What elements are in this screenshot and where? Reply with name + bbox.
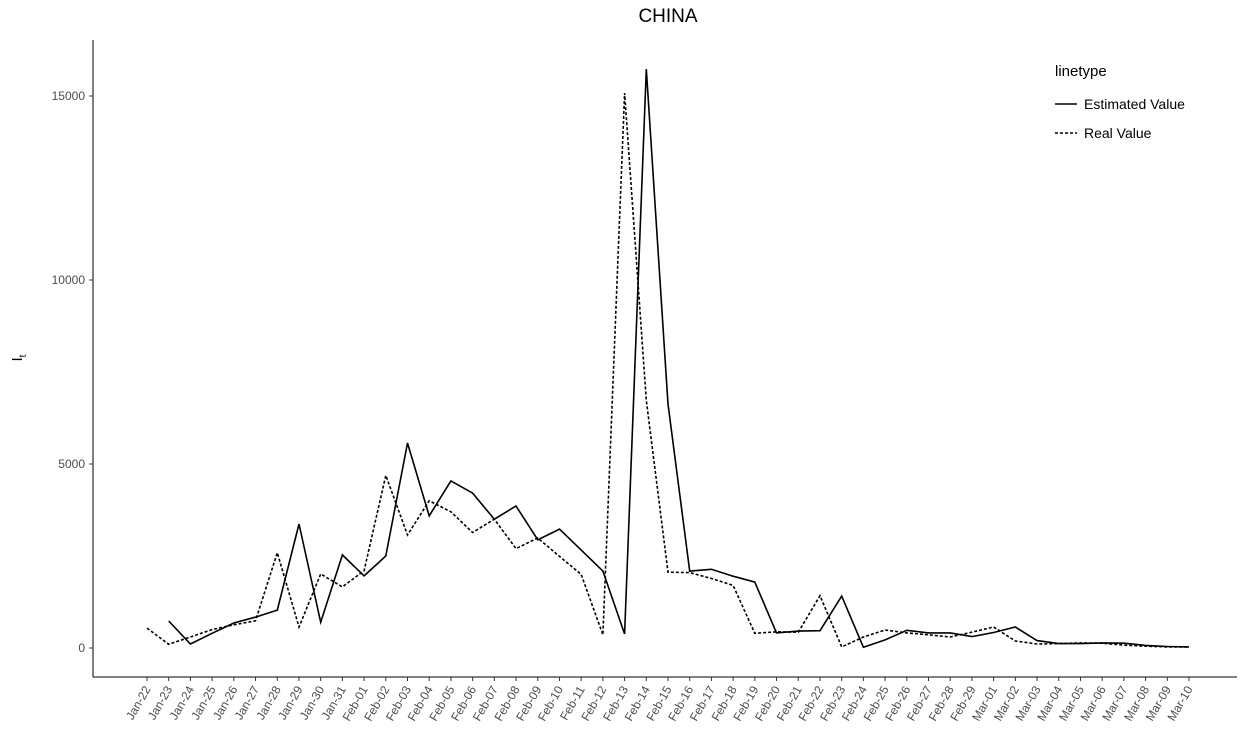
legend-title: linetype xyxy=(1055,63,1107,80)
legend-label: Estimated Value xyxy=(1084,96,1185,112)
chart-title: CHINA xyxy=(638,6,697,27)
series-line xyxy=(146,93,1189,648)
y-label-main: I xyxy=(9,357,26,361)
y-label-sub: t xyxy=(18,354,29,357)
y-tick-label: 0 xyxy=(78,641,85,655)
y-axis-label: It xyxy=(9,354,29,361)
y-tick-label: 15000 xyxy=(52,89,86,103)
legend-label: Real Value xyxy=(1084,125,1152,141)
y-tick-label: 10000 xyxy=(52,273,86,287)
y-tick-label: 5000 xyxy=(58,457,85,471)
series-line xyxy=(168,69,1190,649)
